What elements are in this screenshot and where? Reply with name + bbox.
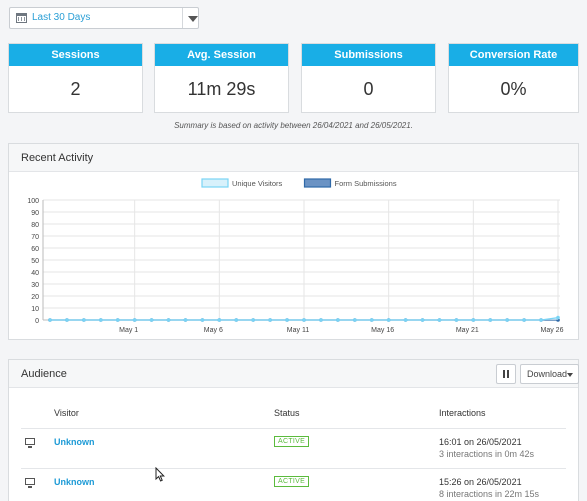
data-point [115, 318, 120, 322]
x-tick-label: May 11 [287, 327, 310, 334]
metric-cards: Sessions 2 Avg. Session 11m 29s Submissi… [8, 43, 579, 113]
legend-swatch [303, 178, 332, 188]
data-point [268, 318, 272, 322]
metric-card-conversion-rate: Conversion Rate 0% [448, 43, 579, 113]
metric-value: 2 [70, 79, 81, 99]
activity-chart: 0 10 20 30 40 50 60 70 80 90 100 May 1 May 6 May 11 Ma… [27, 178, 564, 334]
data-point [522, 318, 526, 322]
pause-button[interactable] [496, 364, 516, 384]
status-badge: ACTIVE [274, 476, 310, 487]
legend-label: Unique Visitors [232, 179, 283, 188]
metric-card-sessions: Sessions 2 [8, 43, 143, 113]
metric-title: Sessions [9, 44, 142, 66]
metric-card-avg-session: Avg. Session 11m 29s [154, 43, 289, 113]
divider [182, 8, 183, 28]
x-tick-label: May 6 [204, 327, 223, 334]
visitor-link[interactable]: Unknown [54, 437, 95, 447]
calendar-icon [16, 13, 27, 23]
y-tick-label: 60 [31, 246, 39, 253]
date-range-label: Last 30 Days [32, 12, 91, 23]
date-range-select[interactable]: Last 30 Days [9, 7, 199, 29]
mouse-cursor-icon [155, 467, 165, 482]
chevron-down-icon[interactable] [188, 16, 198, 22]
data-point [48, 318, 52, 322]
data-point [166, 318, 171, 322]
data-point [556, 315, 560, 320]
x-tick-label: May 26 [541, 327, 564, 334]
interaction-time: 16:01 on 26/05/2021 [439, 437, 522, 447]
download-button[interactable]: Download [520, 364, 579, 384]
data-point [437, 318, 442, 322]
download-label: Download [527, 369, 568, 379]
legend-swatch [201, 178, 229, 188]
legend-label: Form Submissions [335, 179, 397, 188]
visitor-link[interactable]: Unknown [54, 477, 95, 487]
metric-title: Submissions [302, 44, 435, 66]
interaction-detail: 3 interactions in 0m 42s [439, 449, 535, 459]
y-tick-label: 70 [31, 234, 39, 241]
data-point [505, 318, 510, 322]
summary-note: Summary is based on activity between 26/… [174, 121, 413, 130]
desktop-icon [25, 478, 35, 488]
data-point [183, 318, 188, 322]
data-point [251, 318, 255, 322]
y-tick-label: 80 [31, 222, 39, 229]
x-tick-label: May 16 [371, 327, 394, 334]
data-point [353, 318, 357, 322]
metric-value: 0% [500, 79, 527, 99]
divider [21, 428, 566, 429]
interaction-time: 15:26 on 26/05/2021 [439, 477, 522, 487]
y-tick-label: 100 [27, 198, 39, 205]
y-tick-label: 50 [31, 258, 39, 265]
data-point [539, 318, 543, 322]
chevron-down-icon [567, 373, 573, 377]
data-point [285, 318, 289, 322]
data-point [99, 318, 103, 322]
column-header-visitor[interactable]: Visitor [54, 408, 79, 418]
metric-title: Avg. Session [155, 44, 288, 66]
data-point [82, 318, 86, 322]
interaction-detail: 8 interactions in 22m 15s [439, 489, 540, 499]
y-tick-label: 40 [31, 270, 39, 277]
data-point [488, 318, 493, 322]
data-point [319, 318, 323, 322]
data-point [336, 318, 340, 322]
status-badge: ACTIVE [274, 436, 310, 447]
y-tick-label: 90 [31, 210, 39, 217]
data-point [132, 318, 137, 322]
column-header-interactions[interactable]: Interactions [439, 408, 486, 418]
data-point [420, 318, 425, 322]
metric-card-submissions: Submissions 0 [301, 43, 436, 113]
y-tick-label: 10 [31, 306, 39, 313]
data-point [234, 318, 239, 322]
x-tick-label: May 1 [119, 327, 138, 334]
data-point [302, 318, 306, 322]
data-point [403, 318, 408, 322]
data-point [200, 318, 205, 322]
audience-panel: Audience Download Visitor Status Interac… [8, 359, 579, 501]
panel-title: Audience [9, 360, 578, 388]
metric-title: Conversion Rate [449, 44, 578, 66]
data-point [454, 318, 459, 322]
recent-activity-panel: Recent Activity 0 10 20 30 40 50 60 70 80 90 100 Ma… [8, 143, 579, 340]
panel-title: Recent Activity [9, 144, 578, 172]
desktop-icon [25, 438, 35, 448]
x-tick-label: May 21 [456, 327, 479, 334]
data-point [65, 318, 69, 322]
divider [21, 468, 566, 469]
data-point [386, 318, 391, 322]
data-point [471, 318, 476, 322]
metric-value: 0 [363, 79, 374, 99]
y-tick-label: 30 [31, 282, 39, 289]
data-point [369, 318, 374, 322]
y-tick-label: 20 [31, 294, 39, 301]
data-point [149, 318, 154, 322]
y-tick-label: 0 [35, 318, 39, 325]
column-header-status[interactable]: Status [274, 408, 300, 418]
data-point [217, 318, 222, 322]
metric-value: 11m 29s [187, 79, 256, 99]
